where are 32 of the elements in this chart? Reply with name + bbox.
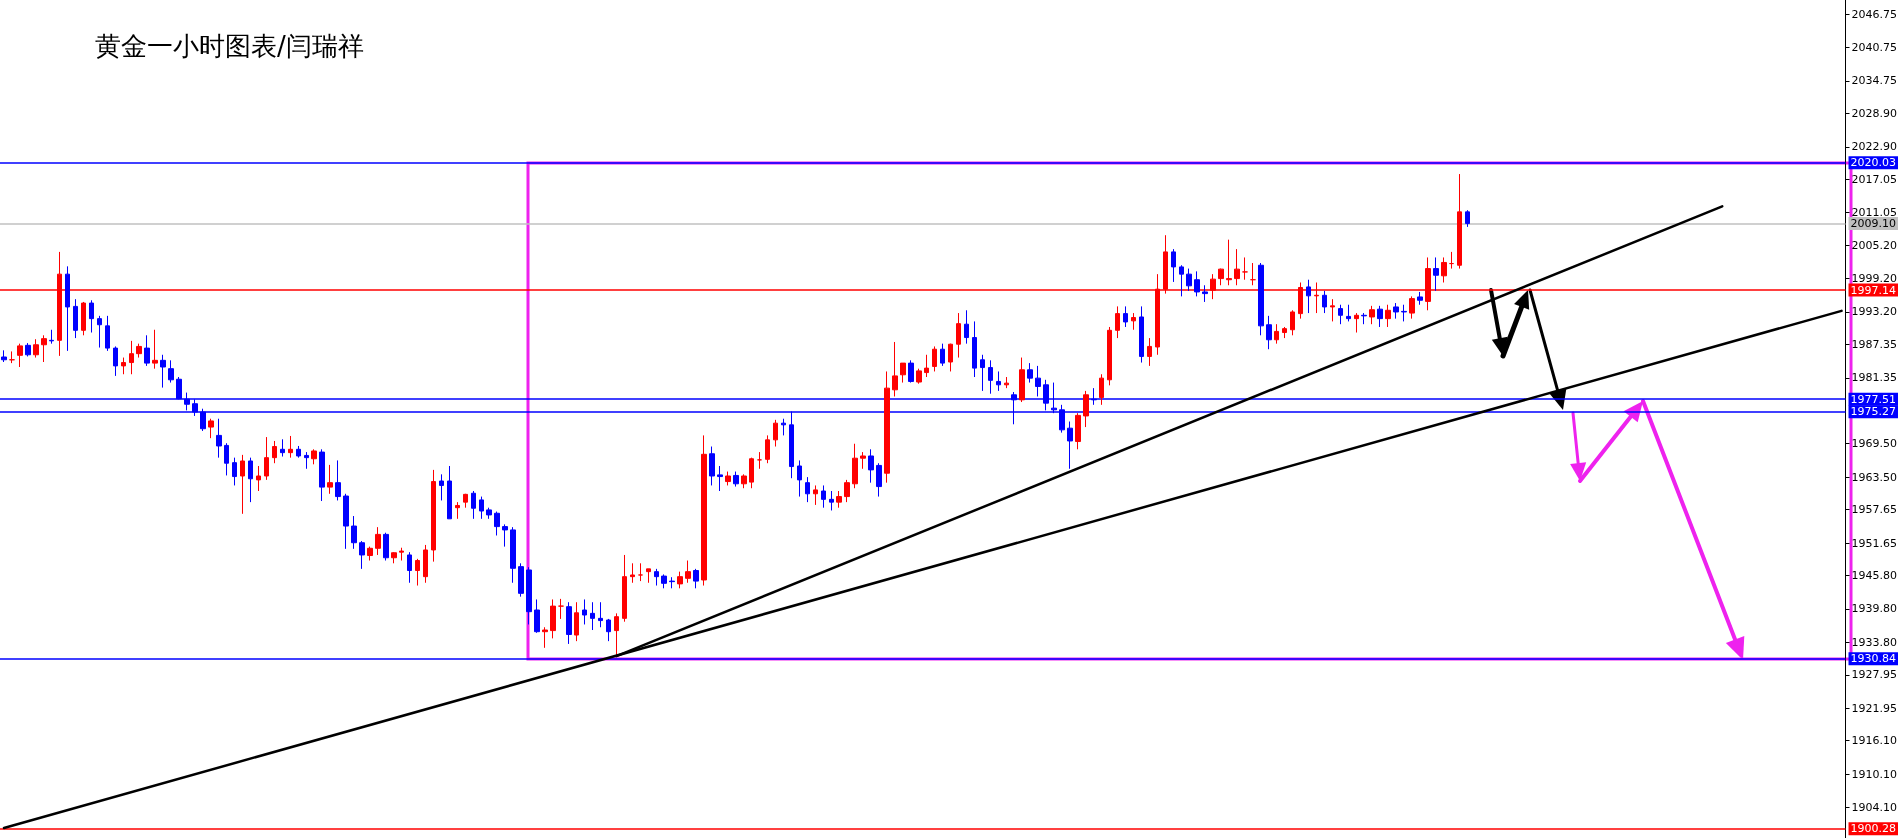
y-tick-label: 2005.20 bbox=[1851, 238, 1898, 252]
y-tick-label: 2028.90 bbox=[1851, 106, 1898, 120]
y-tick-label: 1927.95 bbox=[1851, 668, 1898, 682]
y-tick-label: 2017.05 bbox=[1851, 172, 1898, 186]
y-tick-label: 1916.10 bbox=[1851, 734, 1898, 748]
y-tick-label: 1987.35 bbox=[1851, 337, 1898, 351]
ref-line-label: 1900.28 bbox=[1850, 822, 1897, 836]
y-tick-label: 1957.65 bbox=[1851, 503, 1898, 517]
ref-line-label: 1930.84 bbox=[1850, 652, 1897, 666]
y-tick-label: 2046.75 bbox=[1851, 7, 1898, 21]
y-tick-label: 1921.95 bbox=[1851, 701, 1898, 715]
y-tick-label: 1951.65 bbox=[1851, 536, 1898, 550]
y-tick-label: 1939.80 bbox=[1851, 602, 1898, 616]
y-tick-label: 1904.10 bbox=[1851, 800, 1898, 814]
text: 黄金一小时图表/闫瑞祥 bbox=[95, 31, 364, 61]
y-tick-label: 1933.80 bbox=[1851, 635, 1898, 649]
y-tick-label: 2040.75 bbox=[1851, 41, 1898, 55]
ref-line-label: 1977.51 bbox=[1850, 392, 1897, 406]
y-tick-label: 2034.75 bbox=[1851, 74, 1898, 88]
y-tick-label: 1999.20 bbox=[1851, 272, 1898, 286]
ref-line-label: 1975.27 bbox=[1850, 405, 1897, 419]
y-tick-label: 1981.35 bbox=[1851, 371, 1898, 385]
y-tick-label: 1945.80 bbox=[1851, 569, 1898, 583]
y-tick-label: 2011.05 bbox=[1851, 206, 1898, 220]
ref-line-label: 2009.10 bbox=[1850, 217, 1897, 231]
y-tick-label: 1993.20 bbox=[1851, 305, 1898, 319]
y-tick-label: 2022.90 bbox=[1851, 140, 1898, 154]
y-tick-label: 1963.50 bbox=[1851, 470, 1898, 484]
ref-line-label: 1997.14 bbox=[1850, 283, 1897, 297]
ref-line-label: 2020.03 bbox=[1850, 156, 1897, 170]
y-tick-label: 1910.10 bbox=[1851, 767, 1898, 781]
y-tick-label: 1969.50 bbox=[1851, 437, 1898, 451]
